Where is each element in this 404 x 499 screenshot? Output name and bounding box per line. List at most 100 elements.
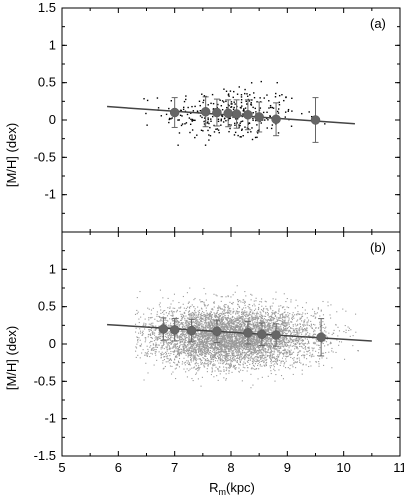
data-point	[236, 285, 238, 287]
data-point	[189, 353, 192, 355]
data-point	[230, 337, 232, 339]
data-point	[181, 349, 183, 351]
data-point	[310, 323, 312, 325]
data-point	[271, 124, 274, 126]
data-point	[216, 351, 218, 353]
data-point	[222, 341, 224, 344]
data-point	[188, 349, 190, 351]
data-point	[231, 340, 233, 342]
data-point	[202, 315, 204, 317]
data-point	[195, 373, 197, 375]
data-point	[174, 343, 176, 345]
data-point	[270, 320, 272, 322]
data-point	[251, 367, 253, 369]
data-point	[248, 317, 250, 319]
data-point	[319, 329, 321, 331]
data-point	[284, 343, 286, 345]
data-point	[257, 344, 259, 346]
data-point	[285, 356, 288, 358]
data-point	[237, 301, 239, 303]
data-point	[208, 347, 211, 349]
data-point	[188, 321, 190, 323]
data-point	[162, 344, 164, 346]
y-tick-label: 0	[49, 112, 56, 127]
data-point	[194, 357, 196, 359]
data-point	[292, 331, 294, 333]
data-point	[214, 345, 216, 347]
data-point	[154, 344, 156, 346]
data-point	[278, 326, 280, 328]
data-point	[192, 345, 194, 347]
data-point	[197, 367, 199, 369]
data-point	[217, 308, 219, 310]
data-point	[159, 337, 161, 339]
data-point	[204, 339, 206, 341]
data-point	[202, 335, 204, 337]
data-point	[191, 367, 193, 369]
data-point	[327, 301, 329, 303]
data-point	[204, 334, 206, 336]
data-point	[195, 346, 197, 349]
data-point	[232, 96, 234, 99]
data-point	[179, 324, 181, 326]
data-point	[271, 311, 273, 314]
data-point	[270, 359, 272, 362]
data-point	[166, 319, 168, 321]
data-point	[277, 108, 280, 110]
data-point	[233, 106, 235, 109]
data-point	[181, 313, 183, 315]
data-point	[223, 324, 226, 326]
data-point	[288, 350, 290, 353]
data-point	[252, 305, 254, 307]
data-point	[220, 322, 222, 324]
data-point	[211, 324, 213, 327]
data-point	[285, 337, 288, 339]
data-point	[263, 350, 265, 352]
data-point	[213, 302, 215, 304]
data-point	[247, 356, 249, 358]
data-point	[230, 103, 232, 105]
data-point	[268, 339, 270, 341]
data-point	[274, 327, 276, 329]
data-point	[274, 311, 276, 313]
data-point	[237, 322, 239, 324]
data-point	[252, 357, 254, 359]
data-point	[292, 329, 295, 332]
data-point	[228, 350, 230, 352]
data-point	[237, 339, 239, 341]
data-point	[308, 111, 310, 113]
data-point	[193, 321, 195, 323]
data-point	[189, 342, 191, 344]
data-point	[190, 321, 192, 323]
data-point	[182, 316, 185, 318]
data-point	[177, 347, 179, 349]
data-point	[255, 328, 257, 330]
data-point	[230, 343, 232, 345]
data-point	[183, 350, 185, 352]
data-point	[288, 322, 290, 324]
data-point	[217, 317, 219, 319]
data-point	[212, 102, 215, 105]
data-point	[226, 348, 228, 350]
data-point	[189, 131, 191, 134]
data-point	[270, 365, 272, 367]
data-point	[207, 341, 210, 343]
data-point	[273, 343, 275, 345]
data-point	[229, 318, 231, 320]
data-point	[262, 353, 264, 355]
data-point	[302, 329, 304, 331]
data-point	[209, 126, 211, 129]
data-point	[185, 342, 187, 344]
data-point	[178, 349, 181, 351]
data-point	[288, 350, 290, 352]
data-point	[260, 321, 262, 323]
data-point	[259, 97, 261, 99]
data-point	[229, 327, 231, 329]
data-point	[178, 301, 180, 304]
data-point	[270, 349, 272, 351]
data-point	[210, 340, 212, 342]
data-point	[152, 348, 154, 350]
data-point	[239, 337, 241, 339]
data-point	[317, 307, 319, 309]
data-point	[259, 107, 262, 109]
